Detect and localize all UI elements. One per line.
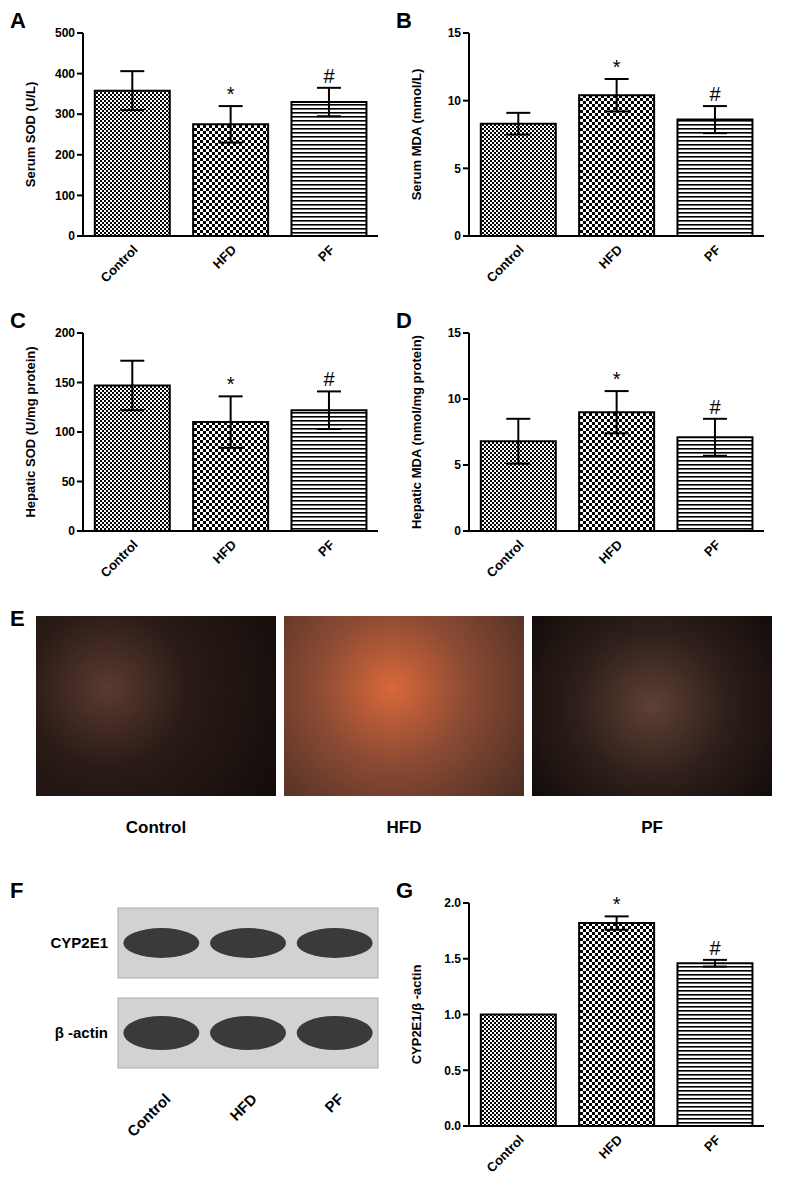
svg-text:HFD: HFD (226, 1090, 260, 1124)
svg-text:0.0: 0.0 (444, 1119, 461, 1133)
svg-text:0: 0 (68, 524, 75, 538)
svg-text:15: 15 (448, 326, 462, 340)
svg-text:HFD: HFD (596, 1132, 625, 1161)
svg-text:2.0: 2.0 (444, 896, 461, 910)
svg-text:0.5: 0.5 (444, 1064, 461, 1078)
svg-text:PF: PF (701, 537, 723, 559)
svg-text:Control: Control (484, 537, 527, 580)
svg-text:PF: PF (701, 242, 723, 264)
svg-text:HFD: HFD (210, 242, 239, 271)
svg-text:100: 100 (55, 189, 75, 203)
svg-text:#: # (709, 83, 721, 105)
html-text:D: D (396, 308, 412, 333)
svg-text:Control: Control (484, 242, 527, 285)
svg-text:150: 150 (55, 376, 75, 390)
html-text:G: G (396, 878, 414, 903)
svg-text:PF: PF (315, 242, 337, 264)
svg-text:*: * (227, 373, 235, 395)
svg-text:15: 15 (448, 26, 462, 40)
svg-text:#: # (323, 65, 335, 87)
svg-text:300: 300 (55, 107, 75, 121)
html-text:PF: PF (641, 818, 663, 837)
html-text:E: E (10, 606, 25, 631)
svg-text:*: * (227, 83, 235, 105)
svg-text:Control: Control (124, 1090, 174, 1140)
svg-text:400: 400 (55, 67, 75, 81)
svg-text:0: 0 (68, 229, 75, 243)
svg-text:10: 10 (448, 94, 462, 108)
svg-text:200: 200 (55, 326, 75, 340)
svg-text:*: * (613, 56, 621, 78)
svg-text:Control: Control (484, 1132, 527, 1175)
svg-text:50: 50 (62, 475, 76, 489)
svg-text:*: * (613, 368, 621, 390)
html-text:C: C (10, 308, 26, 333)
svg-text:CYP2E1: CYP2E1 (50, 934, 108, 951)
svg-text:PF: PF (321, 1090, 347, 1116)
svg-text:Control: Control (98, 537, 141, 580)
svg-text:HFD: HFD (596, 242, 625, 271)
svg-text:Serum SOD (U/L): Serum SOD (U/L) (23, 82, 38, 187)
svg-text:#: # (709, 396, 721, 418)
svg-text:1.0: 1.0 (444, 1008, 461, 1022)
svg-text:200: 200 (55, 148, 75, 162)
html-text:A: A (10, 8, 26, 33)
svg-text:#: # (709, 937, 721, 959)
svg-text:Hepatic MDA (nmol/mg protein): Hepatic MDA (nmol/mg protein) (409, 335, 424, 529)
svg-text:PF: PF (315, 537, 337, 559)
html-text:HFD: HFD (386, 818, 422, 837)
svg-text:5: 5 (454, 458, 461, 472)
svg-text:Control: Control (98, 242, 141, 285)
svg-text:0: 0 (454, 229, 461, 243)
svg-text:10: 10 (448, 392, 462, 406)
svg-text:HFD: HFD (210, 537, 239, 566)
svg-text:0: 0 (454, 524, 461, 538)
svg-text:Serum MDA (mmol/L): Serum MDA (mmol/L) (409, 69, 424, 201)
svg-text:CYP2E1/β -actin: CYP2E1/β -actin (409, 965, 424, 1065)
svg-text:#: # (323, 368, 335, 390)
svg-text:Hepatic SOD (U/mg protein): Hepatic SOD (U/mg protein) (23, 346, 38, 517)
html-text:F: F (10, 878, 24, 903)
svg-text:β -actin: β -actin (55, 1024, 108, 1041)
svg-text:HFD: HFD (596, 537, 625, 566)
svg-text:5: 5 (454, 162, 461, 176)
svg-text:*: * (613, 893, 621, 915)
svg-text:PF: PF (701, 1132, 723, 1154)
html-text:Control: Control (125, 818, 187, 837)
svg-text:500: 500 (55, 26, 75, 40)
svg-text:1.5: 1.5 (444, 952, 461, 966)
svg-text:100: 100 (55, 425, 75, 439)
html-text:B: B (396, 8, 412, 33)
